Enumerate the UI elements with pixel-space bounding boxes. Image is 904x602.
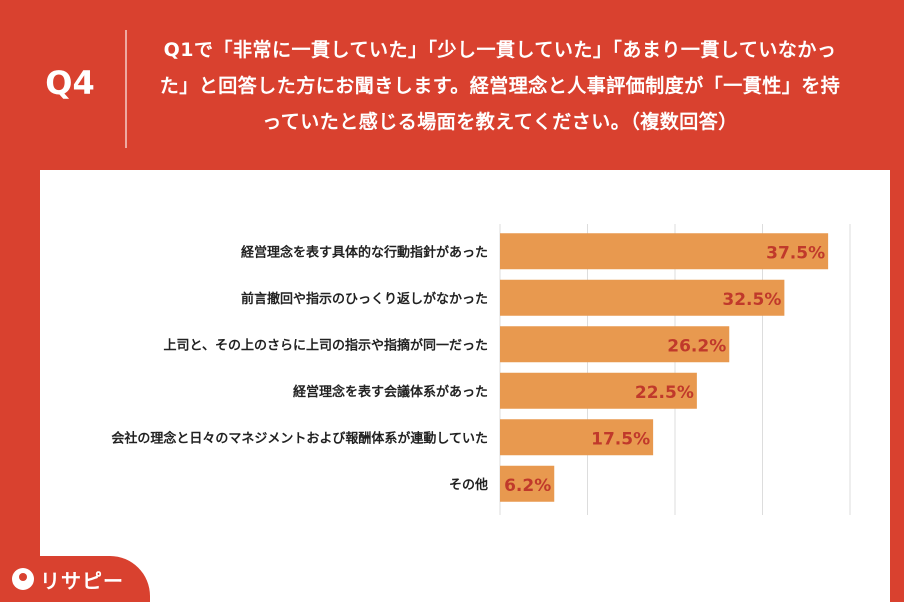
- category-label: 経営理念を表す具体的な行動指針があった: [241, 244, 488, 260]
- bar: [500, 233, 829, 270]
- value-label: 37.5%: [766, 243, 825, 263]
- header: Q4 Q1で「非常に一貫していた」「少し一貫していた」「あまり一貫していなかった…: [0, 0, 904, 170]
- brand-pin-icon: [12, 568, 34, 590]
- category-label: 上司と、その上のさらに上司の指示や指摘が同一だった: [164, 337, 488, 353]
- bar: [500, 326, 730, 363]
- bar: [500, 372, 697, 409]
- category-label: 前言撤回や指示のひっくり返しがなかった: [241, 291, 488, 307]
- bar: [500, 465, 555, 502]
- category-label: その他: [449, 477, 488, 493]
- bar-chart: 経営理念を表す具体的な行動指針があった 37.5% 前言撤回や指示のひっくり返しがな…: [111, 224, 851, 515]
- chart-panel: 経営理念を表す具体的な行動指針があった 37.5% 前言撤回や指示のひっくり返しがな…: [40, 170, 890, 602]
- header-divider: [125, 30, 127, 148]
- bar: [500, 279, 785, 316]
- value-label: 17.5%: [591, 429, 650, 449]
- value-label: 26.2%: [667, 336, 726, 356]
- brand-name: リサピー: [40, 568, 124, 593]
- bar: [500, 419, 654, 456]
- value-label: 6.2%: [504, 476, 551, 496]
- value-label: 32.5%: [722, 290, 781, 310]
- category-label: 経営理念を表す会議体系があった: [293, 384, 488, 400]
- question-number: Q4: [45, 64, 95, 102]
- brand-logo: リサピー: [0, 556, 150, 602]
- question-text: Q1で「非常に一貫していた」「少し一貫していた」「あまり一貫していなかった」と回…: [159, 39, 841, 133]
- value-label: 22.5%: [635, 383, 694, 403]
- category-label: 会社の理念と日々のマネジメントおよび報酬体系が連動していた: [111, 430, 488, 446]
